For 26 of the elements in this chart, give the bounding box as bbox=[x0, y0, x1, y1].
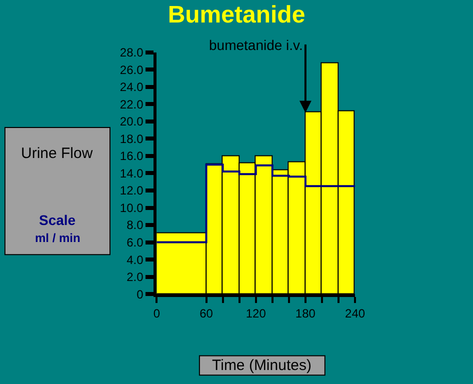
y-tick-label: 8.0 bbox=[126, 218, 144, 232]
x-tick-label: 180 bbox=[295, 306, 316, 321]
x-tick-label: 60 bbox=[200, 306, 214, 321]
chart-title: Bumetanide bbox=[168, 2, 306, 29]
y-axis-title: Urine Flow bbox=[21, 145, 93, 162]
y-tick-label: 16.0 bbox=[120, 149, 144, 164]
y-tick-label: 10.0 bbox=[120, 200, 144, 215]
y-tick-label: 20.0 bbox=[120, 114, 144, 129]
y-tick-label: 24.0 bbox=[120, 80, 144, 94]
y-tick-label: 18.0 bbox=[120, 132, 144, 146]
y-tick-label: 0 bbox=[136, 287, 144, 302]
annotation: bumetanide i.v. bbox=[209, 37, 303, 53]
y-tick-label: 2.0 bbox=[126, 270, 144, 284]
text: Scale bbox=[39, 212, 76, 228]
y-tick-label: 22.0 bbox=[120, 97, 144, 112]
x-tick-label: 0 bbox=[153, 306, 160, 321]
y-tick-label: 6.0 bbox=[126, 236, 144, 250]
text: ml / min bbox=[35, 231, 80, 245]
y-tick-label: 12.0 bbox=[120, 184, 144, 198]
x-tick-label: 240 bbox=[345, 306, 366, 321]
x-tick-label: 120 bbox=[246, 306, 266, 321]
y-tick-label: 14.0 bbox=[120, 166, 144, 180]
y-tick-label: 4.0 bbox=[126, 252, 144, 267]
y-tick-label: 28.0 bbox=[120, 45, 144, 60]
y-tick-label: 26.0 bbox=[120, 62, 144, 77]
x-axis-title: Time (Minutes) bbox=[212, 357, 312, 374]
